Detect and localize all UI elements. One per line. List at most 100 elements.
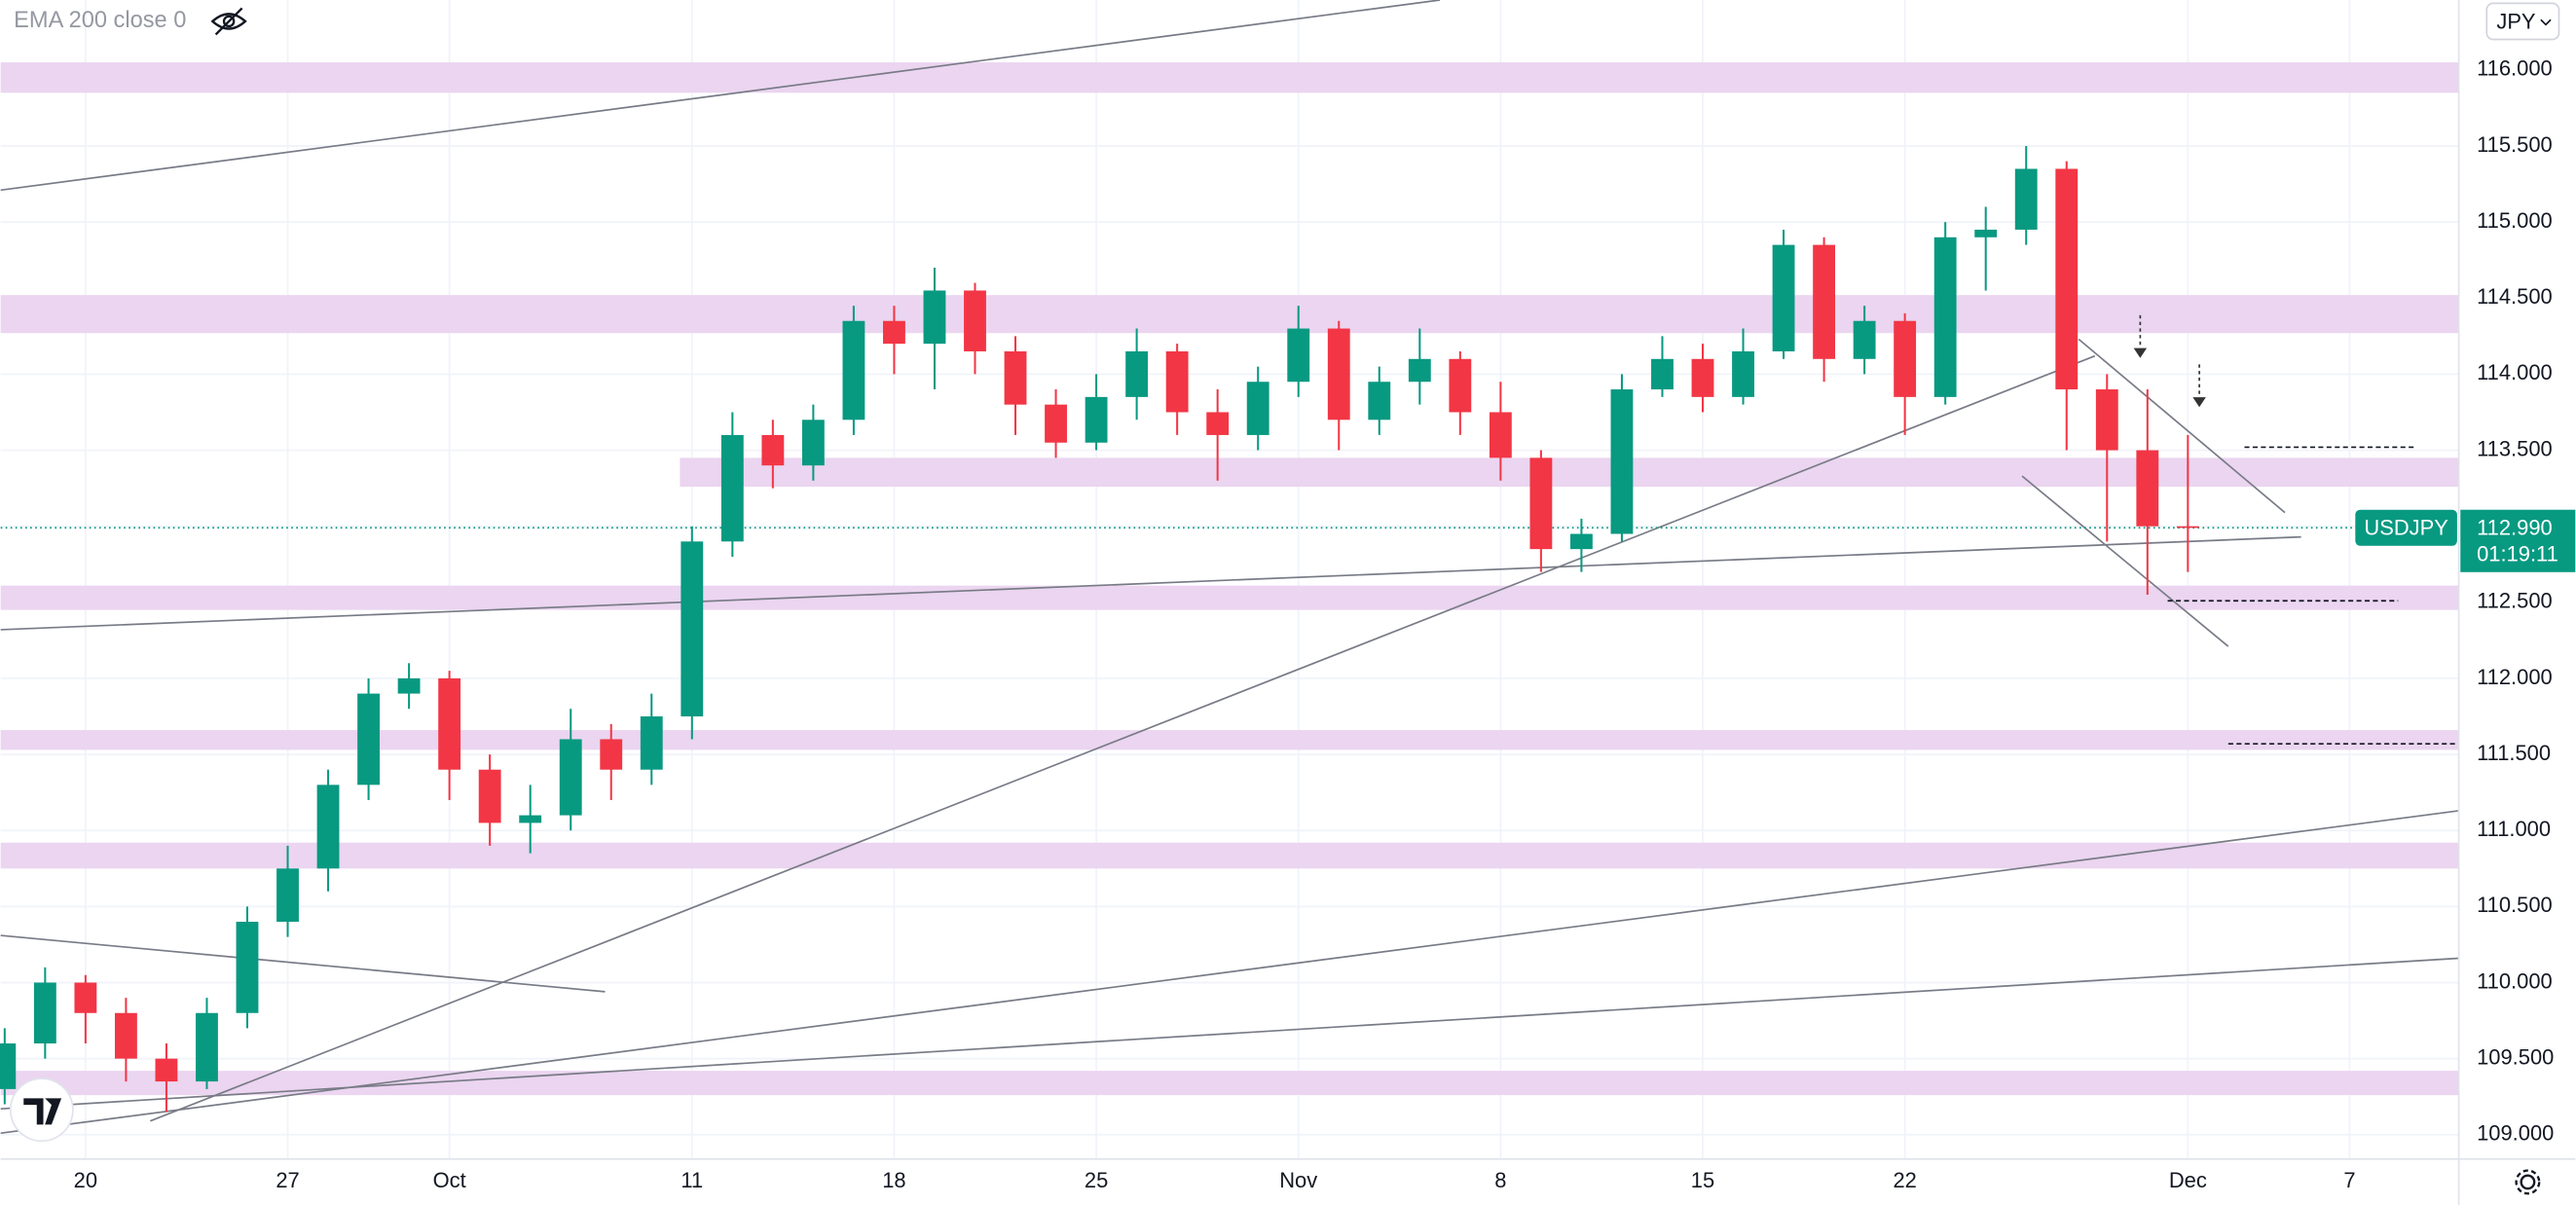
candle-body [720,434,744,542]
candle-body [276,868,299,922]
zone [0,295,2459,334]
y-tick-label: 109.000 [2477,1121,2554,1146]
candle-body [1529,457,1553,550]
x-tick-label: Oct [433,1168,466,1192]
candle-body [1125,350,1149,397]
y-tick-label: 111.000 [2477,817,2551,841]
candle-body [1772,244,1795,351]
x-tick-label: 25 [1085,1168,1108,1192]
candle-body [1085,396,1108,443]
currency-button-box [2485,2,2560,41]
candle-body [1408,358,1431,383]
candle-body [2095,389,2118,451]
chevron [2540,18,2552,26]
candle-body [761,434,785,466]
y-tick-label: 109.500 [2477,1044,2554,1069]
axes: 109.000 109.500 110.000 110.500 111.000 111.5… [74,56,2576,1192]
x-tick-label: 18 [882,1168,905,1192]
candle-body [1368,382,1391,420]
currency-button[interactable]: JPY [2485,2,2560,41]
trend-line [2078,338,2286,514]
settings-button[interactable] [2515,1169,2541,1195]
x-tick-label: Nov [1279,1168,1317,1192]
candle-body [964,290,986,351]
candle-body [478,769,501,823]
candle-body [519,815,542,823]
candle-body [640,716,663,770]
gear-teeth [2515,1169,2541,1195]
candle-body [1732,350,1754,397]
y-tick-label: 114.000 [2477,360,2553,384]
candle-body [681,541,704,717]
tradingview-logo[interactable] [9,1077,74,1143]
candle-body [801,420,825,466]
candle-body [74,982,97,1013]
candle-body [2176,526,2199,529]
candle-body [1651,358,1674,390]
candle-body [1287,328,1310,383]
candle-body [1165,350,1189,413]
x-tick-label: Dec [2169,1168,2207,1192]
candle-body [2014,168,2038,230]
gear-hub [2520,1174,2536,1190]
y-tick-label: 112.000 [2477,665,2553,689]
y-tick-label: 111.500 [2477,741,2551,765]
candle-body [33,982,56,1044]
candle-body [883,320,905,345]
candle-body [1894,320,1917,397]
candle-body [316,785,340,869]
candle-body [1449,358,1472,413]
zone [680,457,2459,488]
eye-pupil [222,15,236,28]
symbol-label: USDJPY [2364,516,2448,540]
hide-indicator-icon[interactable] [210,7,247,36]
candle-body [842,320,865,420]
y-tick-label: 110.000 [2477,968,2553,993]
trend-line [0,957,2459,1111]
candle-body [923,290,946,345]
candle-body [397,677,421,694]
trend-line [0,934,606,993]
trend-line [150,354,2096,1122]
candle-body [600,739,623,770]
candles [0,146,2199,1113]
candle-body [438,677,461,770]
candle-body [196,1012,218,1082]
trend-line [0,0,1441,192]
x-tick-label: 22 [1893,1168,1916,1192]
x-tick-label: 8 [1494,1168,1506,1192]
candle-body [1853,320,1876,359]
arrow-head [2192,397,2206,408]
y-tick-label: 115.000 [2477,208,2553,233]
x-tick-label: 11 [681,1168,703,1192]
candle-body [1327,328,1350,420]
indicator-label[interactable]: EMA 200 close 0 [14,8,186,33]
candle-body [1489,412,1512,458]
zones [0,62,2459,1096]
y-tick-label: 115.500 [2477,132,2553,157]
candle-body [1246,382,1270,435]
drawings [0,0,2459,1135]
candle-body [236,921,259,1013]
y-tick-label: 110.500 [2477,893,2553,917]
y-tick-label: 113.500 [2477,436,2553,460]
logo-mark [23,1098,62,1125]
arrow-head [2133,347,2148,358]
candle-body [1610,389,1634,534]
candle-body [559,739,582,816]
candle-body [114,1012,137,1059]
candle-body [2136,450,2159,527]
x-tick-label: 27 [276,1168,299,1192]
eye-slash [214,7,243,36]
trend-line [2021,475,2229,647]
candle-body [0,1043,17,1089]
candle-body [1691,358,1714,397]
y-tick-label: 112.500 [2477,589,2553,613]
candle-body [1569,533,1593,550]
candle-body [1045,404,1067,443]
zone [0,585,2459,610]
x-tick-label: 15 [1691,1168,1714,1192]
y-tick-label: 114.500 [2477,284,2553,309]
trend-line [0,810,2459,1135]
